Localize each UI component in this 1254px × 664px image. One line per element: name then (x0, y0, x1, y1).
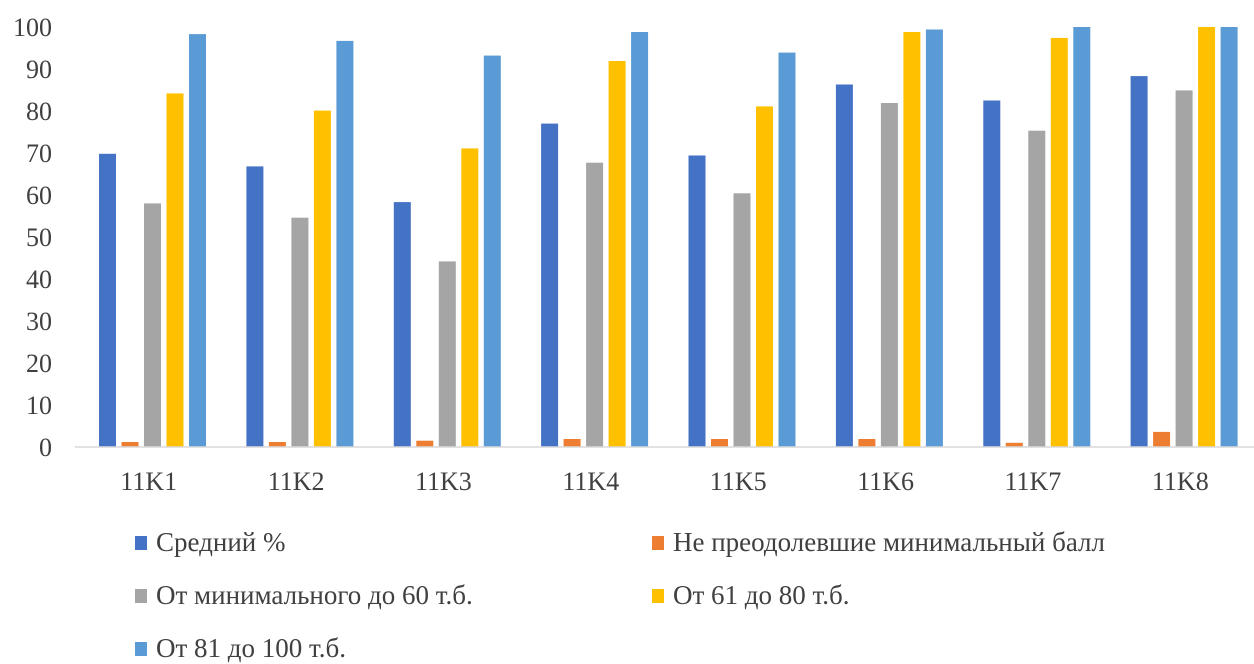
legend-swatch (135, 588, 147, 603)
y-tick-label: 70 (26, 139, 52, 168)
y-tick-label: 30 (26, 307, 52, 336)
bar (336, 40, 354, 448)
bar (1028, 130, 1046, 447)
bar (438, 261, 456, 447)
legend: Средний % Не преодолевшие минимальный ба… (0, 520, 1254, 664)
bar (291, 217, 309, 447)
bar (983, 100, 1001, 447)
bar (733, 193, 751, 447)
bar (903, 32, 921, 447)
y-tick-label: 60 (26, 181, 52, 210)
y-tick-label: 50 (26, 223, 52, 252)
bar (1050, 37, 1068, 448)
bar (541, 123, 559, 447)
bar (1153, 431, 1171, 447)
x-tick-label: 11K7 (1004, 467, 1061, 496)
legend-item: От 81 до 100 т.б. (135, 633, 346, 664)
bar (631, 32, 649, 447)
bar (1175, 90, 1193, 448)
bar (835, 84, 853, 447)
bar (880, 103, 898, 447)
bar (268, 442, 286, 447)
legend-label: От 81 до 100 т.б. (156, 633, 347, 663)
y-tick-label: 40 (26, 265, 52, 294)
bar (121, 442, 139, 447)
legend-item: Не преодолевшие минимальный балл (652, 527, 1105, 558)
x-tick-label: 11K5 (710, 467, 767, 496)
bar (246, 166, 264, 447)
legend-label: От 61 до 80 т.б. (673, 580, 850, 610)
y-tick-label: 90 (26, 55, 52, 84)
bar (586, 162, 604, 447)
y-tick-label: 100 (13, 13, 52, 42)
legend-swatch (135, 641, 147, 656)
bar (189, 34, 206, 447)
bar (608, 61, 626, 447)
bar (1130, 76, 1148, 447)
bar (1005, 442, 1023, 447)
x-tick-label: 11K6 (857, 467, 914, 496)
bar (483, 55, 501, 447)
bar (1220, 27, 1238, 447)
y-tick-label: 0 (39, 433, 52, 462)
x-tick-label: 11K1 (120, 467, 177, 496)
bar (688, 155, 706, 447)
bar (1073, 27, 1091, 447)
y-axis: 0 10 20 30 40 50 60 70 80 90 100 (13, 13, 52, 462)
bars (99, 27, 1238, 448)
bar (416, 440, 434, 447)
bar (858, 439, 876, 447)
bar (461, 148, 479, 447)
bar (144, 203, 161, 447)
legend-swatch (652, 588, 664, 603)
legend-item: От минимального до 60 т.б. (135, 580, 473, 611)
bar (563, 439, 581, 447)
x-tick-label: 11K8 (1152, 467, 1209, 496)
x-axis: 11K1 11K2 11K3 11K4 11K5 11K6 11K7 11K8 (120, 467, 1208, 496)
bar (756, 106, 773, 448)
bar (166, 93, 184, 448)
bar (711, 439, 728, 447)
y-tick-label: 80 (26, 97, 52, 126)
legend-label: От минимального до 60 т.б. (156, 580, 473, 610)
legend-label: Не преодолевшие минимальный балл (673, 527, 1105, 557)
y-tick-label: 10 (26, 391, 52, 420)
legend-swatch (652, 535, 664, 550)
y-tick-label: 20 (26, 349, 52, 378)
legend-item: От 61 до 80 т.б. (652, 580, 850, 611)
legend-swatch (135, 535, 147, 550)
legend-item: Средний % (135, 527, 285, 558)
bar (99, 153, 116, 448)
bar (313, 110, 331, 447)
bar (778, 52, 796, 447)
bar (1198, 27, 1216, 447)
x-tick-label: 11K2 (268, 467, 325, 496)
bar (393, 202, 411, 447)
x-tick-label: 11K3 (415, 467, 472, 496)
legend-label: Средний % (156, 527, 286, 557)
bar (925, 29, 943, 447)
x-tick-label: 11K4 (562, 467, 619, 496)
